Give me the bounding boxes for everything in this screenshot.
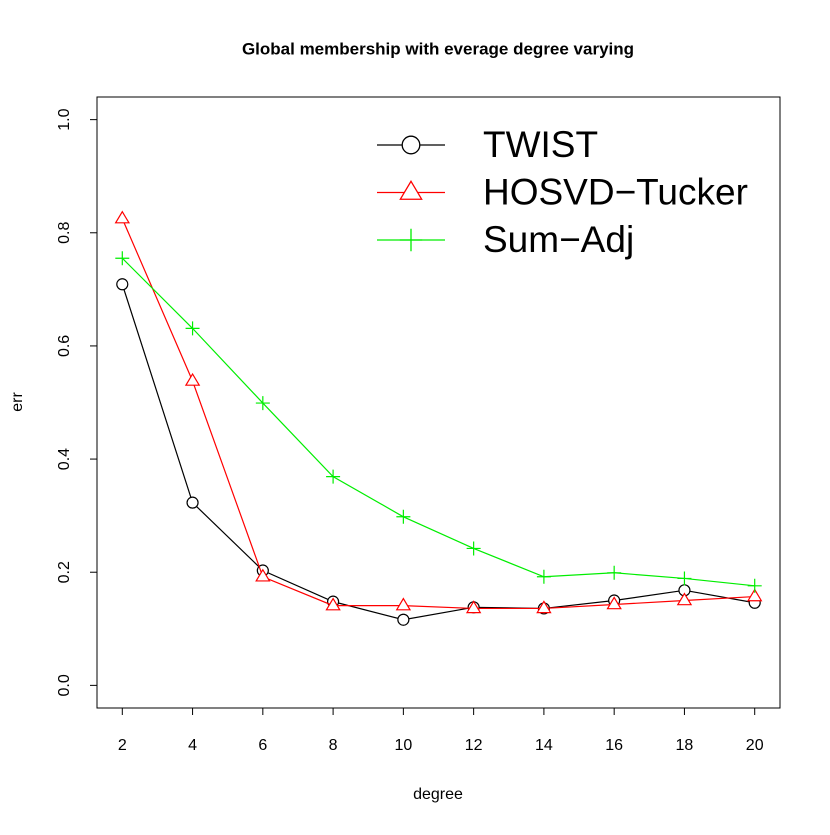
- y-tick-label: 0.8: [56, 222, 73, 244]
- series-line: [121, 218, 755, 610]
- x-tick-label: 6: [258, 737, 267, 754]
- x-tick-label: 12: [465, 737, 483, 754]
- point: [255, 568, 271, 582]
- y-axis-label: err: [9, 392, 26, 412]
- x-tick-label: 2: [118, 737, 127, 754]
- point: [606, 596, 622, 610]
- point: [676, 592, 693, 606]
- x-tick-label: 20: [746, 737, 764, 754]
- series-line: [121, 257, 755, 587]
- series-line: [121, 284, 755, 621]
- point: [536, 600, 552, 614]
- point: [184, 372, 201, 386]
- legend-symbol: [399, 180, 423, 200]
- point: [607, 565, 622, 580]
- point: [397, 613, 410, 626]
- y-tick-label: 0.6: [56, 335, 73, 357]
- legend-label: HOSVD−Tucker: [483, 171, 748, 212]
- chart-title: Global membership with everage degree va…: [242, 39, 634, 58]
- x-tick-label: 8: [329, 737, 338, 754]
- y-tick-label: 0.4: [56, 448, 73, 470]
- point: [466, 541, 481, 556]
- x-tick-label: 14: [535, 737, 553, 754]
- point: [677, 571, 692, 586]
- point: [186, 496, 199, 509]
- legend-symbol: [399, 228, 423, 252]
- point: [116, 278, 129, 291]
- legend-label: Sum−Adj: [483, 219, 634, 260]
- legend-symbol: [401, 135, 421, 155]
- y-tick-label: 0.0: [56, 674, 73, 696]
- point: [326, 469, 341, 484]
- legend-label: TWIST: [483, 124, 598, 165]
- x-tick-label: 10: [394, 737, 412, 754]
- point: [747, 578, 762, 593]
- point: [115, 251, 130, 266]
- x-tick-label: 4: [188, 737, 197, 754]
- point: [536, 569, 551, 584]
- point: [465, 600, 482, 614]
- y-tick-label: 1.0: [56, 108, 73, 130]
- point: [255, 396, 270, 411]
- point: [395, 597, 412, 611]
- point: [114, 210, 131, 224]
- y-tick-label: 0.2: [56, 561, 73, 583]
- point: [325, 597, 341, 611]
- x-tick-label: 18: [676, 737, 694, 754]
- x-tick-label: 16: [605, 737, 623, 754]
- x-axis-label: degree: [413, 786, 463, 803]
- point: [185, 321, 200, 336]
- point: [396, 509, 411, 524]
- point: [746, 588, 763, 602]
